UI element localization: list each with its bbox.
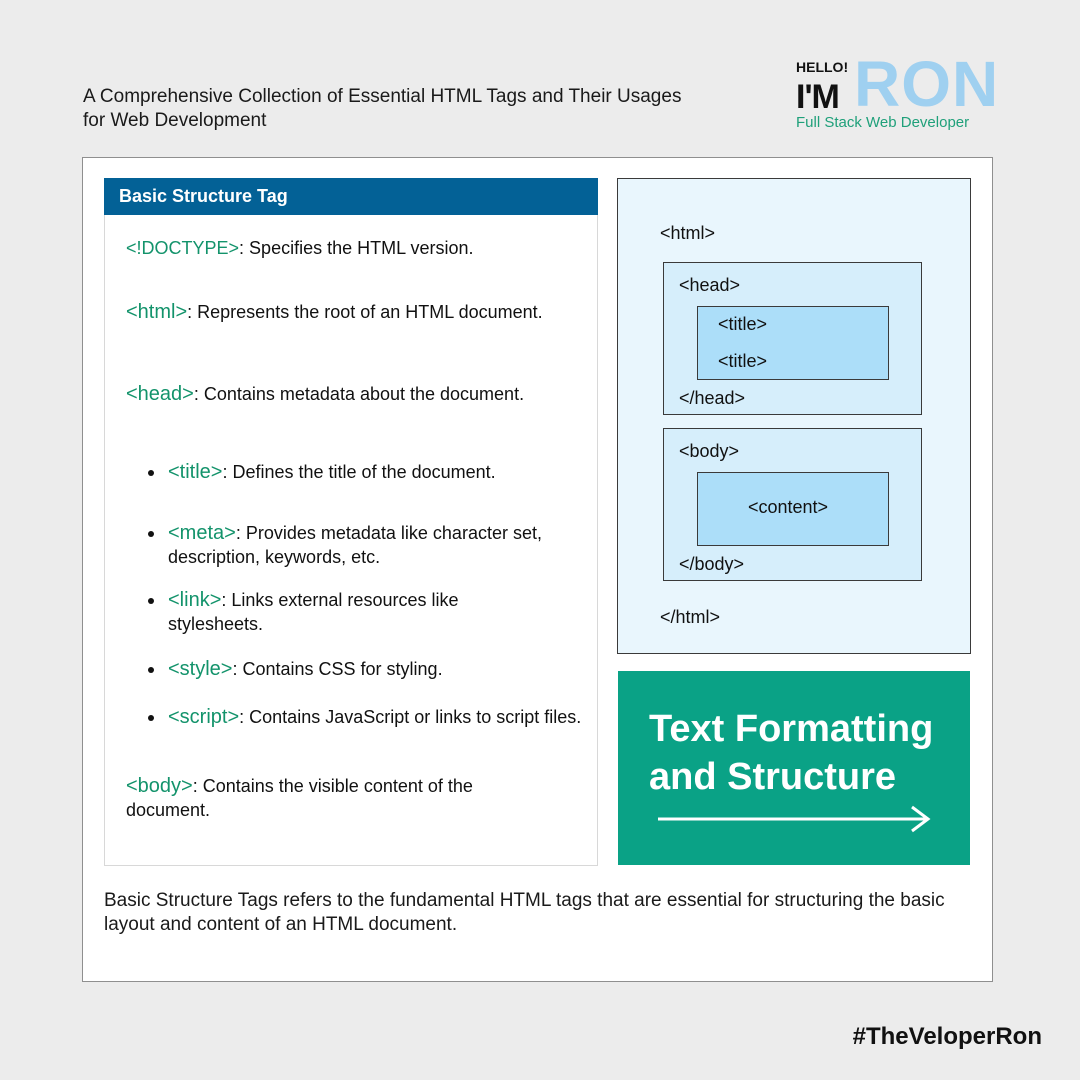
entry-desc: : Provides metadata like character set, … xyxy=(168,523,542,567)
entry-tag: <body> xyxy=(126,775,193,797)
entry-desc: : Defines the title of the document. xyxy=(222,462,496,482)
entry-head: <head>: Contains metadata about the docu… xyxy=(126,382,546,406)
tag-card xyxy=(104,178,598,866)
brand-im: I'M xyxy=(796,78,840,116)
entry-desc: : Contains CSS for styling. xyxy=(232,659,443,679)
entry-desc: : Links external resources like styleshe… xyxy=(168,590,459,634)
diagram-head-close: </head> xyxy=(679,388,746,408)
diagram-head-open: <head> xyxy=(679,275,741,295)
intro-text: A Comprehensive Collection of Essential … xyxy=(83,86,682,131)
entry-tag: <html> xyxy=(126,301,188,323)
arrow-right-icon xyxy=(658,805,931,833)
diagram-html-open: <html> xyxy=(660,223,716,243)
next-topic-button[interactable]: Text Formatting and Structure xyxy=(618,671,970,865)
entry-tag: <head> xyxy=(126,383,194,405)
entry-desc: : Specifies the HTML version. xyxy=(239,238,474,258)
entry-doctype: <!DOCTYPE>: Specifies the HTML version. xyxy=(126,236,586,260)
brand-logo: HELLO! I'M RON Full Stack Web Developer xyxy=(796,52,1006,138)
entry-tag: <link> xyxy=(168,589,222,611)
bullet-icon xyxy=(148,667,154,673)
diagram-content: <content> xyxy=(748,497,829,517)
bullet-icon xyxy=(148,598,154,604)
brand-hello: HELLO! xyxy=(796,59,849,75)
entry-link: <link>: Links external resources like st… xyxy=(168,588,558,636)
diagram-title-2: <title> xyxy=(718,351,768,371)
entry-desc: : Contains metadata about the document. xyxy=(193,384,525,404)
diagram-body-open: <body> xyxy=(679,441,740,461)
cta-line-2: and Structure xyxy=(649,756,897,798)
entry-meta: <meta>: Provides metadata like character… xyxy=(168,521,583,569)
bullet-icon xyxy=(148,715,154,721)
bullet-icon xyxy=(148,470,154,476)
entry-script: <script>: Contains JavaScript or links t… xyxy=(168,705,583,729)
entry-desc: : Contains the visible content of the do… xyxy=(126,776,473,820)
entry-title: <title>: Defines the title of the docume… xyxy=(168,460,498,484)
entry-html: <html>: Represents the root of an HTML d… xyxy=(126,300,556,324)
entry-tag: <style> xyxy=(168,658,233,680)
entry-tag: <meta> xyxy=(168,522,236,544)
entry-tag: <script> xyxy=(168,706,240,728)
brand-name: RON xyxy=(854,48,1000,120)
card-title: Basic Structure Tag xyxy=(104,178,598,215)
diagram-title-box xyxy=(697,306,889,380)
description-text: Basic Structure Tags refers to the funda… xyxy=(104,890,945,935)
brand-role: Full Stack Web Developer xyxy=(796,114,970,131)
bullet-icon xyxy=(148,531,154,537)
entry-style: <style>: Contains CSS for styling. xyxy=(168,657,578,681)
diagram-html-close: </html> xyxy=(660,607,721,627)
entry-tag: <title> xyxy=(168,461,223,483)
entry-tag: <!DOCTYPE> xyxy=(126,238,240,258)
entry-desc: : Contains JavaScript or links to script… xyxy=(239,707,582,727)
diagram-content-box xyxy=(697,472,889,546)
cta-label: Text Formatting and Structure xyxy=(649,705,969,801)
diagram-title-1: <title> xyxy=(718,314,768,334)
entry-desc: : Represents the root of an HTML documen… xyxy=(187,302,543,322)
entry-body: <body>: Contains the visible content of … xyxy=(126,774,546,822)
cta-line-1: Text Formatting xyxy=(649,708,934,750)
html-structure-diagram xyxy=(617,178,971,654)
diagram-body-close: </body> xyxy=(679,554,745,574)
hashtag: #TheVeloperRon xyxy=(852,1023,1042,1050)
